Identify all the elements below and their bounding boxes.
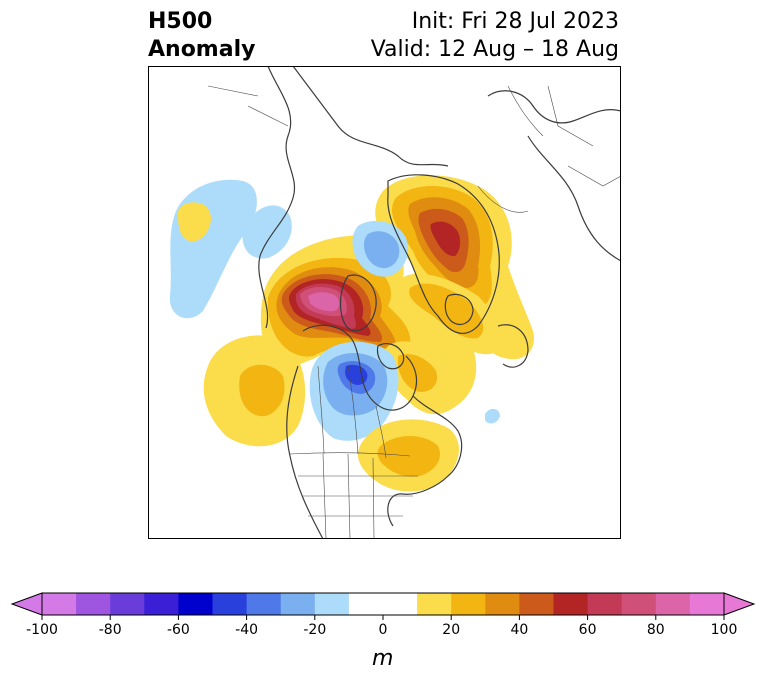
colorbar-unit-label: m <box>372 646 394 671</box>
colorbar-segment <box>280 593 316 615</box>
colorbar-tick-label: -60 <box>167 622 190 638</box>
colorbar-segment <box>587 593 623 615</box>
colorbar-segment <box>144 593 179 615</box>
colorbar-segment <box>621 593 657 615</box>
colorbar-segment <box>212 593 248 615</box>
colorbar-segment <box>519 593 555 615</box>
colorbar-tick-label: -40 <box>235 622 258 638</box>
colorbar-extend-low <box>10 592 43 616</box>
colorbar-tick-label: 80 <box>647 622 665 638</box>
colorbar-tick-label: 20 <box>442 622 460 638</box>
anomaly-field-eastern-us-ridge <box>357 419 459 492</box>
valid-range: Valid: 12 Aug – 18 Aug <box>370 37 619 62</box>
colorbar-segment <box>178 593 214 615</box>
edge-mask <box>148 284 154 318</box>
title-type: Anomaly <box>148 37 256 62</box>
anomaly-field-baffin-trough <box>352 220 409 277</box>
colorbar: -100 -80 -60 -40 -20 0 20 40 60 80 100 <box>10 592 756 638</box>
colorbar-tick-label: 60 <box>579 622 597 638</box>
colorbar-ticks: -100 -80 -60 -40 -20 0 20 40 60 80 100 <box>26 615 737 638</box>
colorbar-segment <box>451 593 486 615</box>
anomaly-field-atlantic-trough <box>485 408 500 424</box>
anomaly-map <box>148 66 621 539</box>
colorbar-segment <box>76 593 111 615</box>
map-dates: Init: Fri 28 Jul 2023 Valid: 12 Aug – 18… <box>371 8 619 64</box>
anomaly-field-greenland <box>375 175 534 360</box>
colorbar-segment <box>42 593 77 615</box>
colorbar-tick-label: -80 <box>99 622 122 638</box>
colorbar-segment <box>553 593 589 615</box>
colorbar-segment <box>485 593 520 615</box>
colorbar-tick-label: 100 <box>711 622 738 638</box>
colorbar-segment <box>348 593 384 615</box>
anomaly-field-northwest-trough <box>242 205 292 259</box>
map-frame <box>148 66 621 539</box>
anomaly-field-pacific-north <box>177 202 211 242</box>
political-borders <box>207 85 621 539</box>
colorbar-tick-label: 40 <box>510 622 528 638</box>
title-variable: H500 <box>148 9 213 34</box>
colorbar-segment <box>383 593 418 615</box>
init-date: Init: Fri 28 Jul 2023 <box>411 9 619 34</box>
colorbar-segment <box>417 593 452 615</box>
colorbar-segment <box>689 593 725 615</box>
colorbar-tick-label: -100 <box>26 622 58 638</box>
coastlines <box>258 66 621 539</box>
colorbar-segment <box>110 593 145 615</box>
anomaly-field-hudson-ridge <box>384 341 449 405</box>
map-title: H500 Anomaly <box>148 8 255 64</box>
colorbar-extend-high <box>723 592 756 616</box>
colorbar-segment <box>314 593 350 615</box>
colorbar-segment <box>246 593 282 615</box>
colorbar-segments <box>42 593 725 615</box>
colorbar-tick-label: -20 <box>303 622 326 638</box>
colorbar-tick-label: 0 <box>379 622 388 638</box>
colorbar-segment <box>655 593 691 615</box>
